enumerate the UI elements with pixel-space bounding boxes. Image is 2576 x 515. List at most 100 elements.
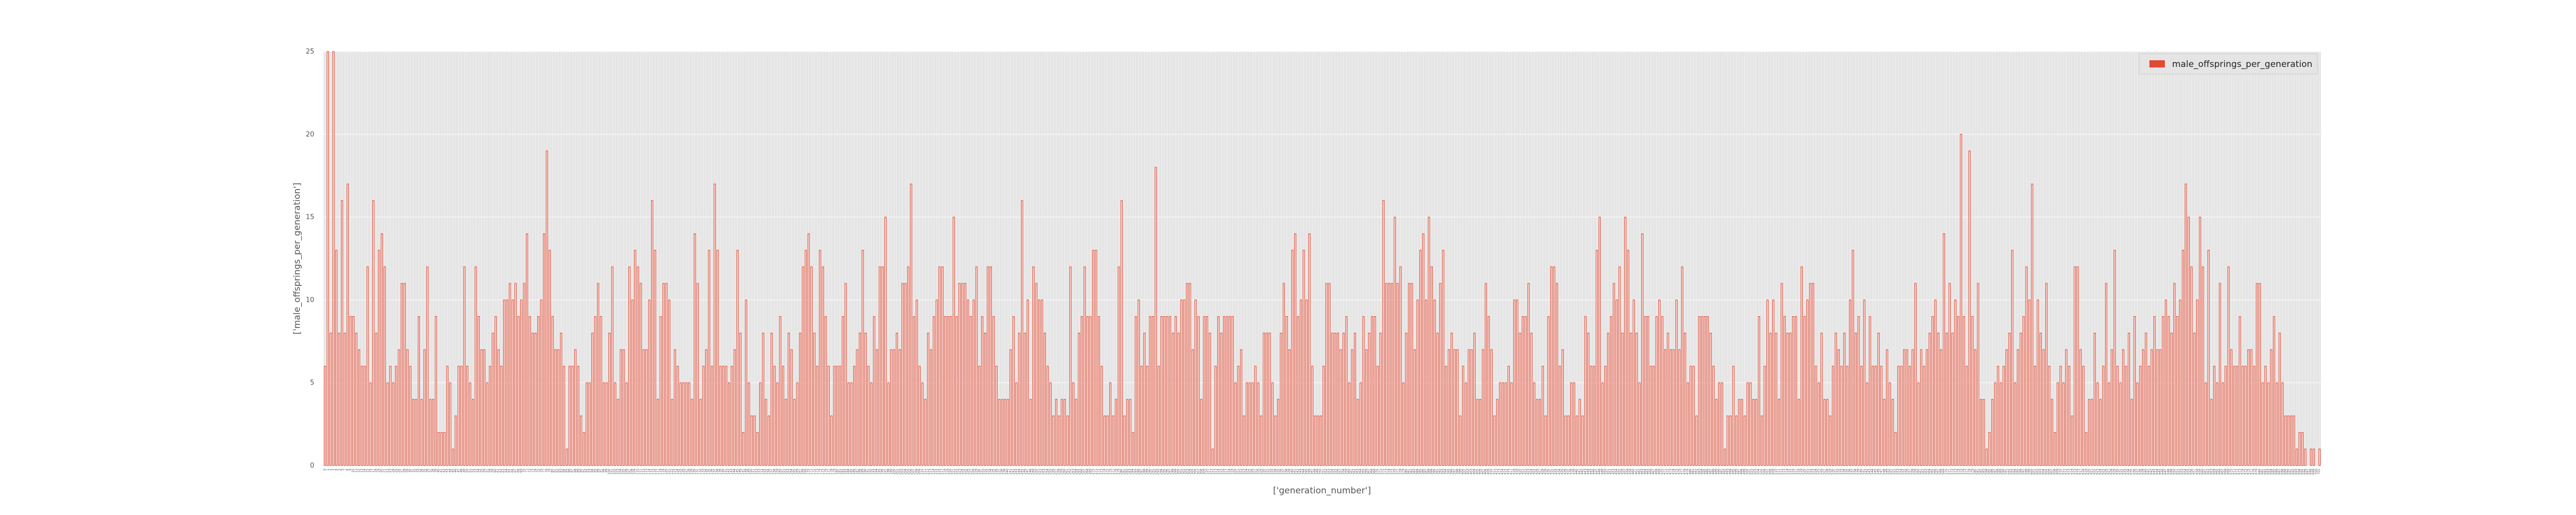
bar	[1325, 283, 1328, 466]
bar	[953, 217, 955, 466]
x-tick-label: 116	[653, 469, 656, 475]
x-tick-label: 542	[1865, 469, 1869, 475]
bar	[415, 399, 417, 466]
x-tick-label: 91	[582, 469, 585, 473]
x-tick-label: 144	[733, 469, 736, 475]
bar	[833, 366, 836, 466]
x-tick-label: 640	[2144, 469, 2147, 475]
bar	[1092, 250, 1094, 466]
bar	[620, 349, 622, 466]
x-tick-label: 36	[426, 469, 429, 473]
x-tick-label: 94	[590, 469, 594, 473]
bar	[2244, 366, 2247, 466]
x-tick-label: 243	[1014, 469, 1018, 475]
x-tick-label: 187	[855, 469, 859, 475]
bar	[332, 51, 335, 466]
bar	[1695, 415, 1698, 466]
bar	[1613, 283, 1615, 466]
x-tick-label: 398	[1455, 469, 1459, 475]
bar	[506, 299, 509, 466]
x-tick-label: 10	[351, 469, 355, 473]
bar	[554, 349, 557, 466]
x-tick-label: 454	[1615, 469, 1618, 475]
x-tick-label: 201	[895, 469, 899, 475]
x-tick-label: 455	[1618, 469, 1621, 475]
bar	[995, 366, 998, 466]
x-tick-label: 351	[1321, 469, 1325, 475]
x-tick-label: 700	[2315, 469, 2318, 475]
bar	[1906, 349, 1908, 466]
x-tick-label: 589	[1999, 469, 2003, 475]
bar	[1265, 333, 1268, 466]
x-tick-label: 644	[2155, 469, 2159, 475]
x-tick-label: 46	[454, 469, 457, 473]
x-tick-label: 354	[1330, 469, 1334, 475]
bar	[1046, 366, 1049, 466]
bar	[1962, 316, 1965, 466]
bar	[557, 349, 560, 466]
x-tick-label: 575	[1959, 469, 1962, 475]
bar	[1840, 366, 1843, 466]
x-tick-label: 195	[878, 469, 882, 475]
x-tick-label: 591	[2005, 469, 2008, 475]
x-tick-label: 429	[1544, 469, 1547, 475]
x-tick-label: 431	[1549, 469, 1553, 475]
bar	[2147, 366, 2150, 466]
bar	[1379, 333, 1382, 466]
x-tick-label: 510	[1774, 469, 1777, 475]
x-tick-label: 216	[938, 469, 941, 475]
bar	[412, 399, 414, 466]
x-tick-label: 92	[585, 469, 588, 473]
bar	[1718, 382, 1720, 466]
bar	[1855, 333, 1857, 466]
bar	[1263, 333, 1265, 466]
bar	[1991, 399, 1994, 466]
x-tick-label: 132	[699, 469, 702, 475]
bar	[1132, 432, 1134, 466]
bar	[1428, 217, 1430, 466]
bar	[710, 366, 713, 466]
bar	[474, 266, 477, 466]
bar	[1422, 233, 1425, 466]
x-tick-label: 494	[1728, 469, 1732, 475]
bar	[1772, 299, 1774, 466]
bar	[566, 449, 568, 466]
bar	[1456, 349, 1459, 466]
x-tick-label: 289	[1145, 469, 1149, 475]
bar	[2082, 366, 2084, 466]
x-tick-label: 257	[1054, 469, 1058, 475]
bar	[2051, 399, 2054, 466]
x-tick-label: 124	[676, 469, 680, 475]
x-tick-label: 83	[559, 469, 563, 473]
x-tick-label: 412	[1495, 469, 1499, 475]
bar	[671, 399, 673, 466]
x-tick-label: 687	[2278, 469, 2281, 475]
bar	[1075, 399, 1077, 466]
x-tick-label: 326	[1250, 469, 1254, 475]
x-tick-label: 44	[448, 469, 452, 473]
bar	[1558, 366, 1561, 466]
x-tick-label: 573	[1953, 469, 1957, 475]
bar	[1291, 250, 1294, 466]
bar	[1229, 316, 1231, 466]
x-tick-label: 360	[1347, 469, 1351, 475]
bar	[882, 266, 884, 466]
bar	[1801, 266, 1803, 466]
x-tick-label: 20	[380, 469, 383, 473]
bar	[1809, 283, 1811, 466]
bar	[1832, 366, 1834, 466]
x-tick-label: 444	[1586, 469, 1590, 475]
bar	[2190, 266, 2193, 466]
bar	[2173, 283, 2176, 466]
x-tick-label: 365	[1362, 469, 1365, 475]
x-tick-label: 524	[1814, 469, 1818, 475]
bar	[1872, 366, 1874, 466]
x-tick-label: 401	[1464, 469, 1467, 475]
bar	[2296, 449, 2298, 466]
x-tick-label: 559	[1913, 469, 1917, 475]
bar	[517, 316, 520, 466]
x-tick-label: 612	[2064, 469, 2068, 475]
bar	[1539, 399, 1541, 466]
x-tick-label: 268	[1086, 469, 1089, 475]
x-tick-label: 478	[1683, 469, 1687, 475]
